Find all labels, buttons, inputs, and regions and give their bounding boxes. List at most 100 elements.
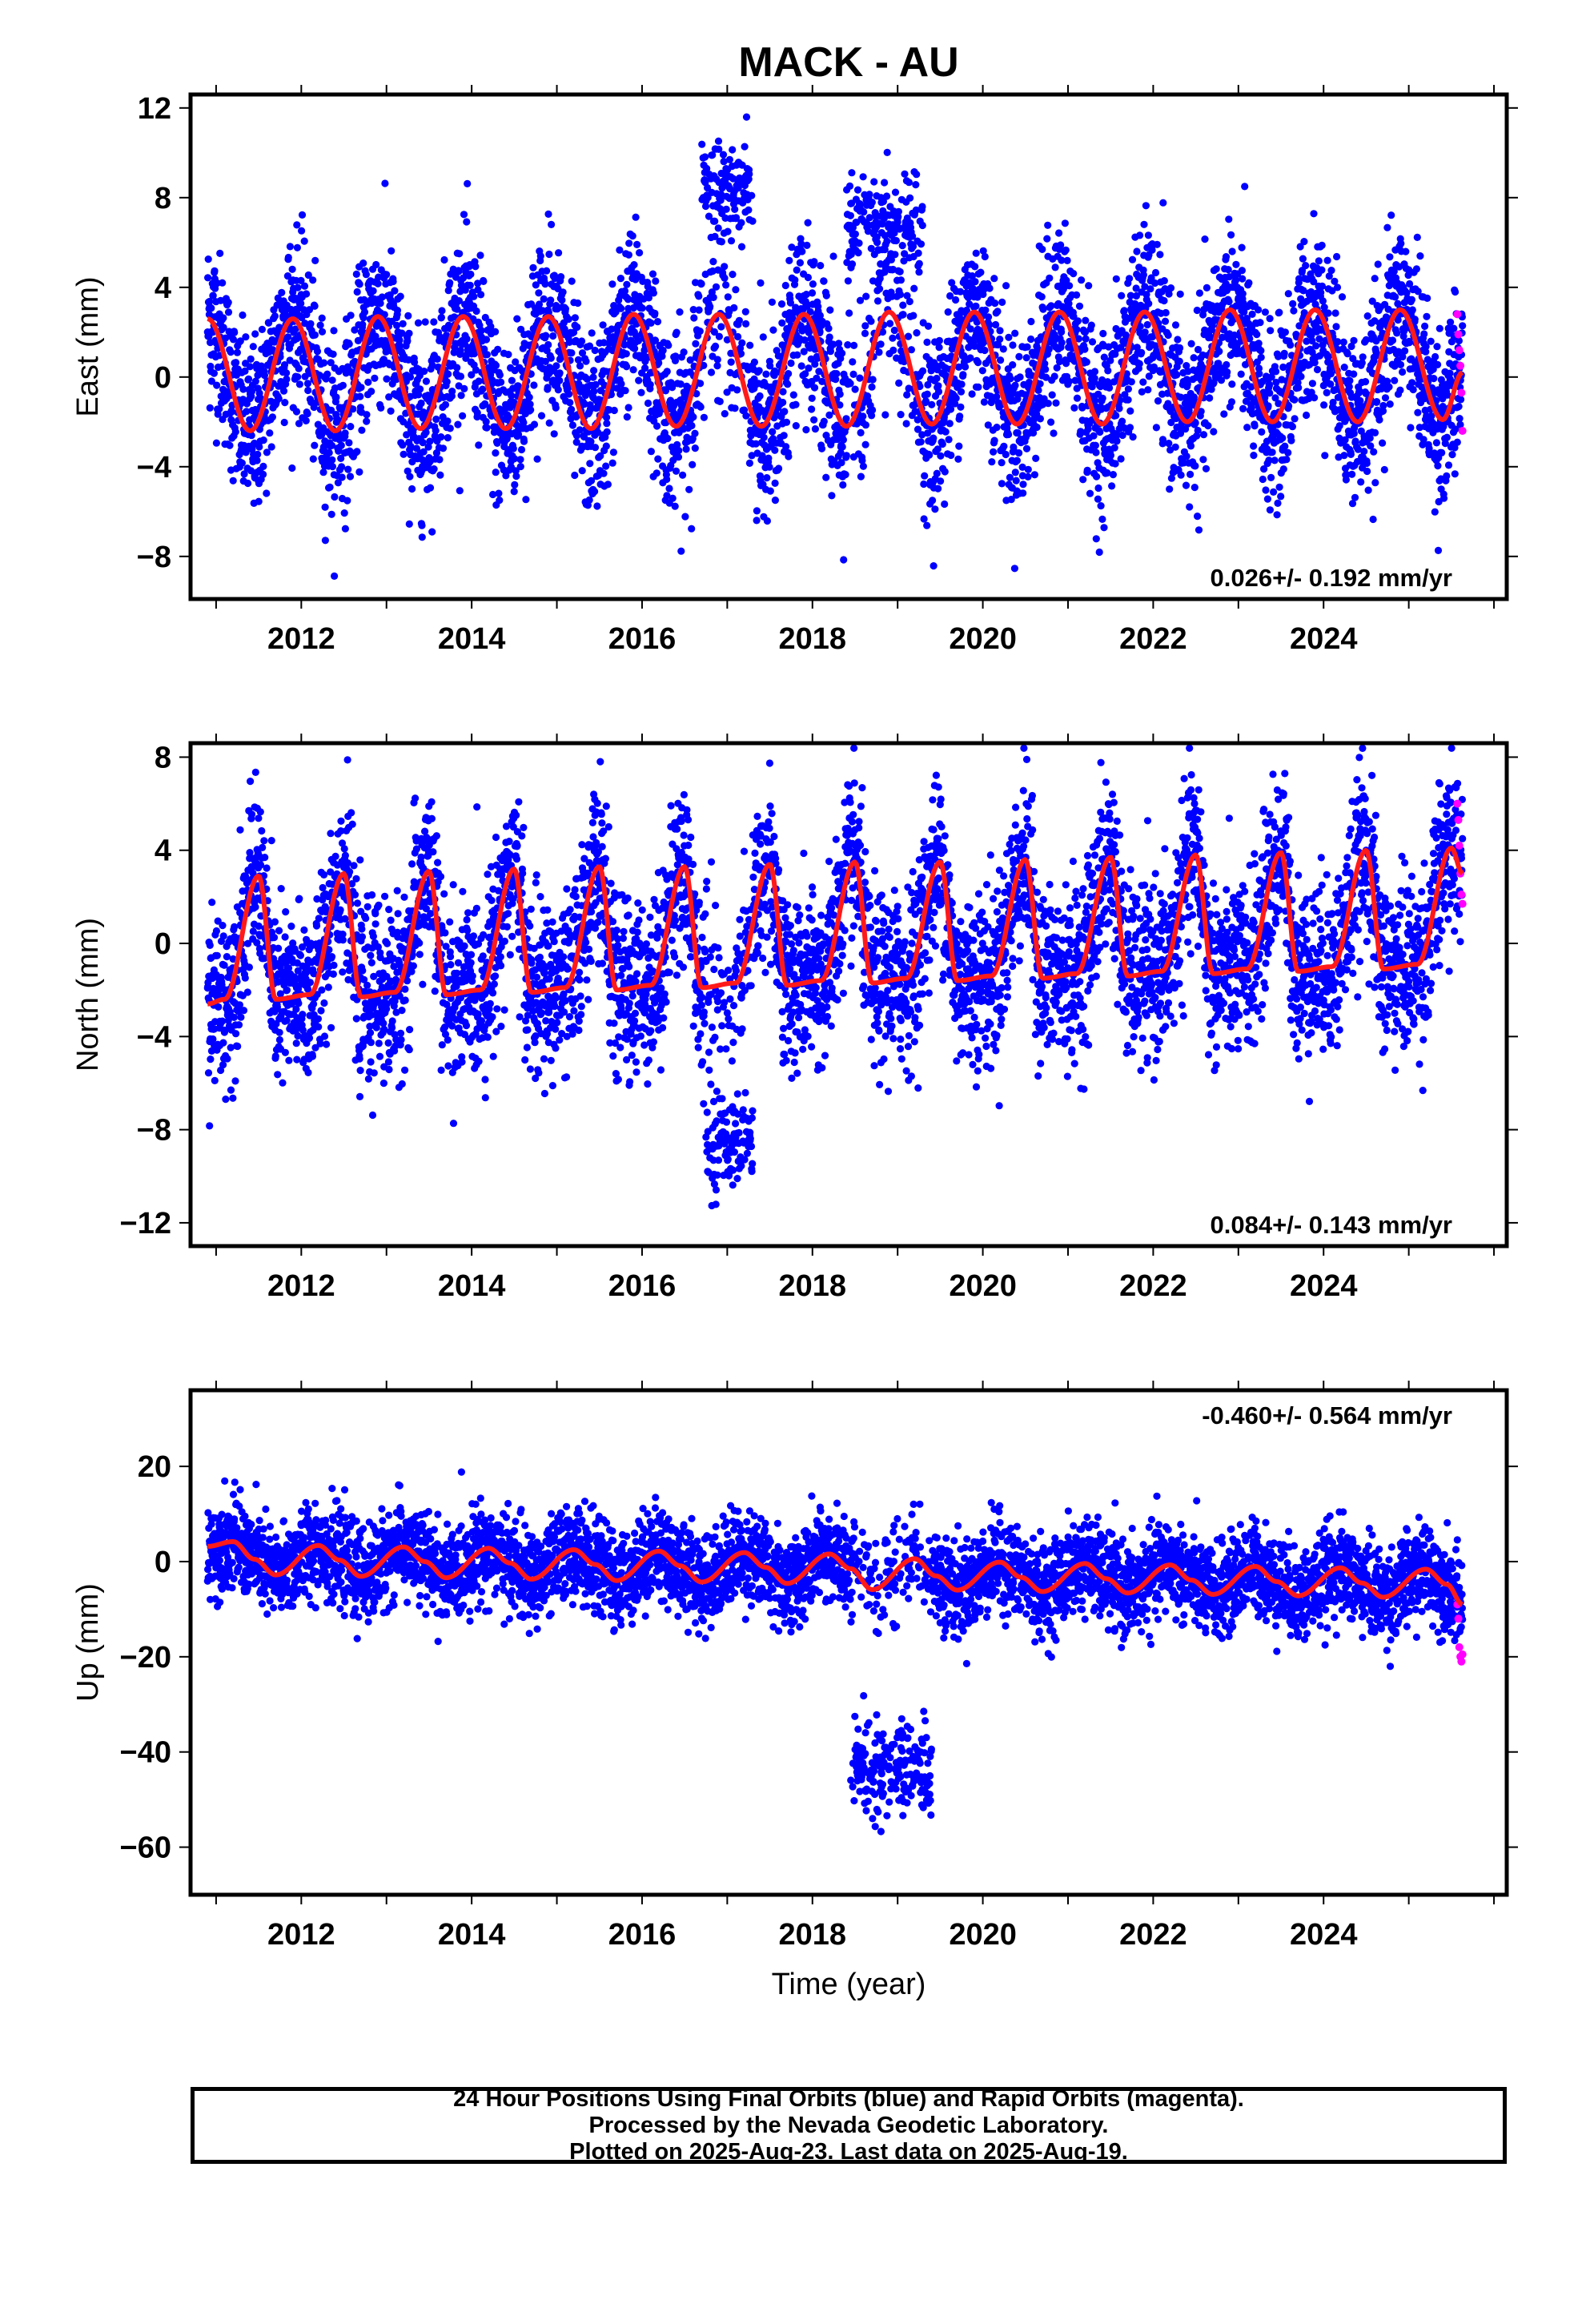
final-orbit-point	[327, 510, 335, 518]
final-orbit-point	[494, 345, 502, 353]
final-orbit-point	[930, 562, 938, 570]
final-orbit-point	[406, 472, 414, 480]
final-orbit-point	[247, 467, 255, 475]
final-orbit-point	[797, 362, 805, 370]
final-orbit-point	[737, 243, 746, 251]
final-orbit-point	[1151, 268, 1160, 277]
final-orbit-point	[460, 384, 468, 392]
final-orbit-point	[1311, 394, 1319, 402]
final-orbit-point	[244, 479, 252, 488]
final-orbit-point	[992, 320, 1000, 329]
final-orbit-point	[1095, 548, 1103, 557]
final-orbit-point	[1111, 460, 1119, 468]
final-orbit-point	[651, 309, 659, 317]
final-orbit-point	[227, 408, 235, 416]
final-orbit-point	[624, 404, 632, 412]
final-orbit-point	[548, 220, 556, 228]
final-orbit-point	[328, 456, 336, 464]
final-orbit-point	[646, 380, 654, 388]
final-orbit-point	[591, 346, 599, 355]
final-orbit-point	[1239, 290, 1247, 298]
final-orbit-point	[327, 406, 335, 414]
final-orbit-point	[931, 505, 939, 513]
final-orbit-point	[1175, 357, 1183, 365]
final-orbit-point	[603, 420, 611, 428]
final-orbit-point	[1038, 245, 1046, 253]
final-orbit-point	[1027, 335, 1035, 344]
final-orbit-point	[1133, 247, 1141, 255]
final-orbit-point	[483, 424, 491, 432]
final-orbit-point	[1182, 452, 1191, 460]
final-orbit-point	[327, 359, 335, 367]
final-orbit-point	[1090, 374, 1098, 382]
final-orbit-point	[1284, 290, 1292, 298]
final-orbit-point	[803, 241, 811, 249]
final-orbit-point	[745, 170, 753, 178]
final-orbit-point	[846, 211, 854, 219]
final-orbit-point	[990, 448, 998, 456]
final-orbit-point	[638, 304, 646, 312]
final-orbit-point	[1383, 223, 1391, 231]
final-orbit-point	[1098, 515, 1106, 524]
final-orbit-point	[886, 320, 894, 328]
final-orbit-point	[329, 350, 337, 358]
final-orbit-point	[443, 378, 451, 386]
final-orbit-point	[1186, 470, 1195, 479]
final-orbit-point	[904, 332, 913, 340]
final-orbit-point	[383, 271, 391, 279]
final-orbit-point	[417, 399, 425, 408]
final-orbit-point	[682, 445, 690, 453]
final-orbit-point	[652, 469, 661, 477]
final-orbit-point	[1291, 396, 1299, 404]
final-orbit-point	[845, 182, 854, 190]
final-orbit-point	[520, 437, 528, 445]
final-orbit-point	[977, 268, 985, 276]
final-orbit-point	[1070, 270, 1078, 278]
final-orbit-point	[1117, 455, 1125, 463]
final-orbit-point	[933, 374, 941, 383]
final-orbit-point	[745, 459, 754, 468]
final-orbit-point	[549, 332, 557, 340]
final-orbit-point	[358, 426, 366, 434]
final-orbit-point	[1011, 381, 1019, 389]
final-orbit-point	[1019, 489, 1027, 497]
final-orbit-point	[565, 390, 573, 398]
final-orbit-point	[982, 306, 990, 314]
final-orbit-point	[1319, 297, 1327, 305]
final-orbit-point	[1173, 371, 1181, 379]
final-orbit-point	[1082, 358, 1090, 366]
final-orbit-point	[1110, 444, 1118, 452]
final-orbit-point	[1108, 482, 1116, 490]
final-orbit-point	[897, 411, 905, 419]
final-orbit-point	[1388, 336, 1397, 344]
final-orbit-point	[1317, 288, 1325, 296]
final-orbit-point	[1202, 464, 1211, 472]
final-orbit-point	[537, 412, 546, 420]
final-orbit-point	[697, 380, 705, 388]
final-orbit-point	[1046, 274, 1054, 282]
final-orbit-point	[859, 412, 867, 420]
final-orbit-point	[712, 283, 721, 291]
final-orbit-point	[990, 275, 998, 283]
final-orbit-point	[647, 319, 655, 327]
final-orbit-point	[842, 415, 850, 423]
final-orbit-point	[255, 443, 263, 451]
final-orbit-point	[1225, 215, 1233, 223]
final-orbit-point	[735, 316, 744, 324]
final-orbit-point	[804, 273, 813, 282]
final-orbit-point	[840, 556, 848, 564]
final-orbit-point	[1232, 260, 1240, 268]
final-orbit-point	[1256, 319, 1264, 327]
final-orbit-point	[1391, 293, 1399, 301]
final-orbit-point	[432, 415, 440, 424]
final-orbit-point	[737, 219, 745, 227]
final-orbit-point	[1223, 368, 1231, 376]
final-orbit-point	[1039, 305, 1047, 313]
final-orbit-point	[957, 388, 966, 396]
final-orbit-point	[865, 191, 873, 199]
final-orbit-point	[692, 340, 700, 348]
final-orbit-point	[1156, 251, 1164, 259]
final-orbit-point	[1323, 256, 1331, 264]
final-orbit-point	[403, 431, 411, 439]
final-orbit-point	[899, 301, 907, 309]
